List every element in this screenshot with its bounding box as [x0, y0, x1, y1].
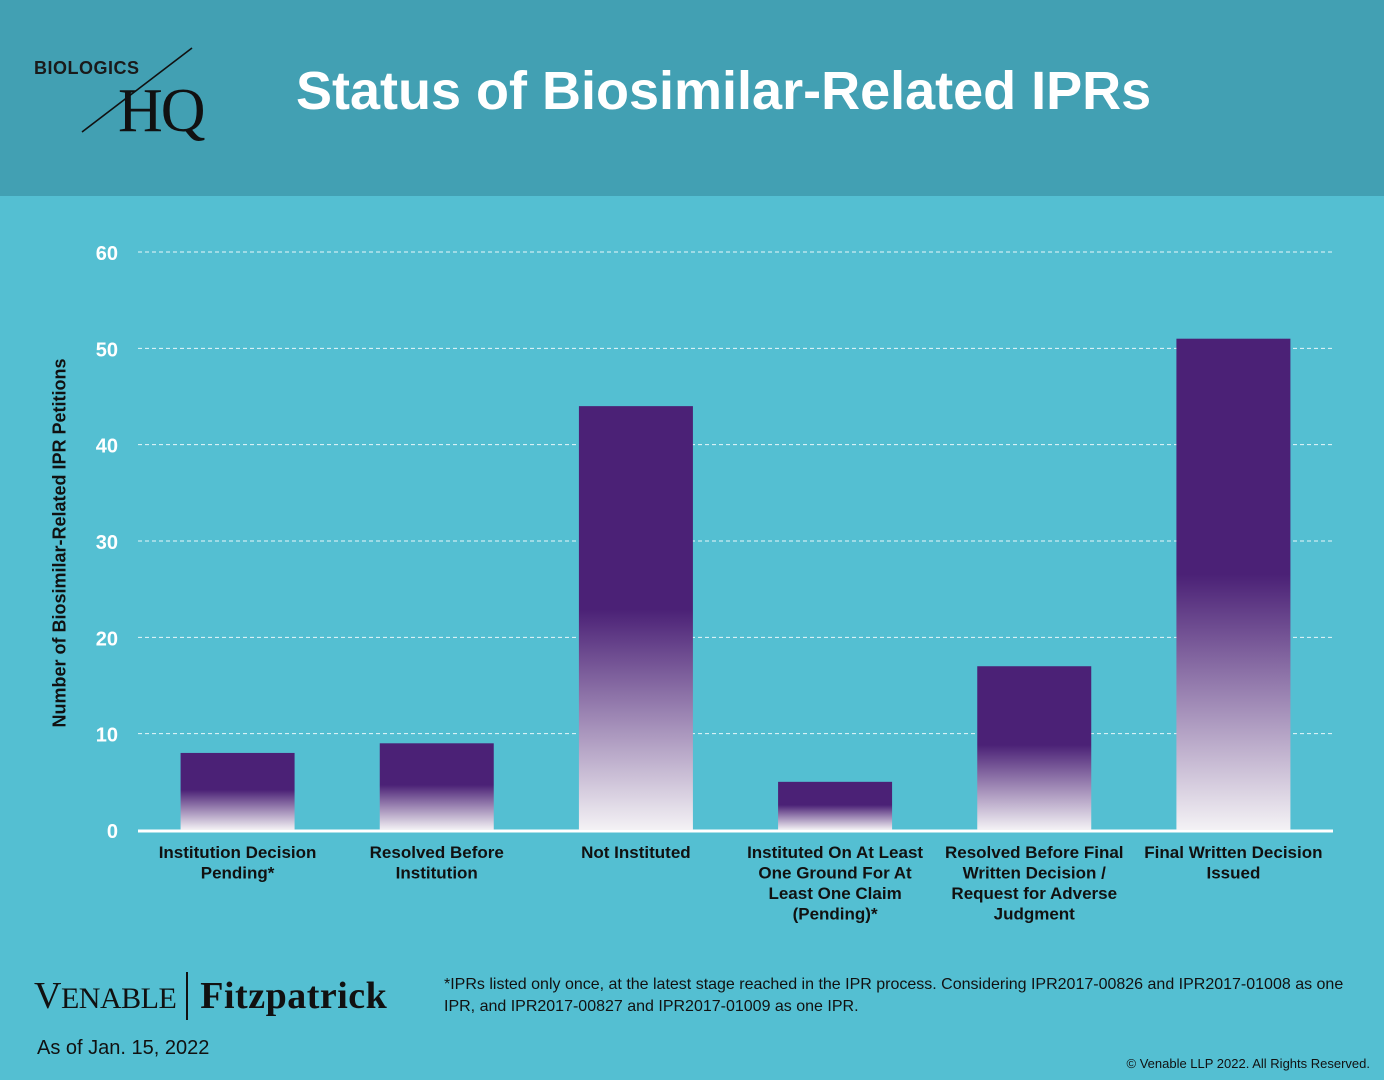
y-tick-label: 30 — [96, 532, 118, 554]
bar — [180, 752, 295, 830]
bar — [778, 781, 893, 830]
logo-slash — [81, 47, 193, 133]
bar-chart: 0 10 20 30 40 50 60 Institution Decision Pending… — [96, 243, 1333, 924]
copyright: © Venable LLP 2022. All Rights Reserved. — [1126, 1056, 1371, 1071]
venable-wordmark: VENABLE — [34, 975, 177, 1017]
page-title: Status of Biosimilar-Related IPRs — [296, 61, 1152, 121]
bar — [379, 743, 494, 830]
y-axis-label: Number of Biosimilar-Related IPR Petitio… — [49, 358, 70, 728]
logo-hq-text: HQ — [118, 77, 206, 145]
bar — [1176, 338, 1291, 830]
venable-fitzpatrick-logo: VENABLE Fitzpatrick — [34, 972, 387, 1020]
as-of-date: As of Jan. 15, 2022 — [37, 1037, 210, 1059]
x-tick-label: Institution Decision Pending* — [159, 843, 317, 883]
biologics-hq-logo: BIOLOGICS HQ — [30, 40, 250, 160]
bar — [977, 666, 1092, 830]
y-tick-label: 10 — [96, 725, 118, 747]
logo-biologics-text: BIOLOGICS — [34, 58, 140, 78]
footnote: *IPRs listed only once, at the latest st… — [444, 976, 1344, 1015]
x-tick-label: Resolved Before Final Written Decision / R… — [945, 843, 1124, 924]
y-tick-label: 20 — [96, 628, 118, 650]
y-tick-label: 60 — [96, 243, 118, 265]
header-banner: BIOLOGICS HQ Status of Biosimilar-Relate… — [0, 0, 1384, 196]
y-tick-label: 0 — [107, 821, 118, 843]
x-tick-label: Final Written Decision Issued — [1144, 843, 1322, 883]
logo-separator — [186, 972, 189, 1020]
fitzpatrick-wordmark: Fitzpatrick — [200, 975, 388, 1017]
bar — [578, 406, 693, 830]
x-tick-label: Resolved Before Institution — [370, 843, 504, 883]
x-tick-label: Instituted On At Least One Ground For At L… — [747, 843, 923, 924]
y-tick-label: 50 — [96, 339, 118, 361]
y-tick-label: 40 — [96, 436, 118, 458]
x-tick-label: Not Instituted — [581, 843, 691, 862]
